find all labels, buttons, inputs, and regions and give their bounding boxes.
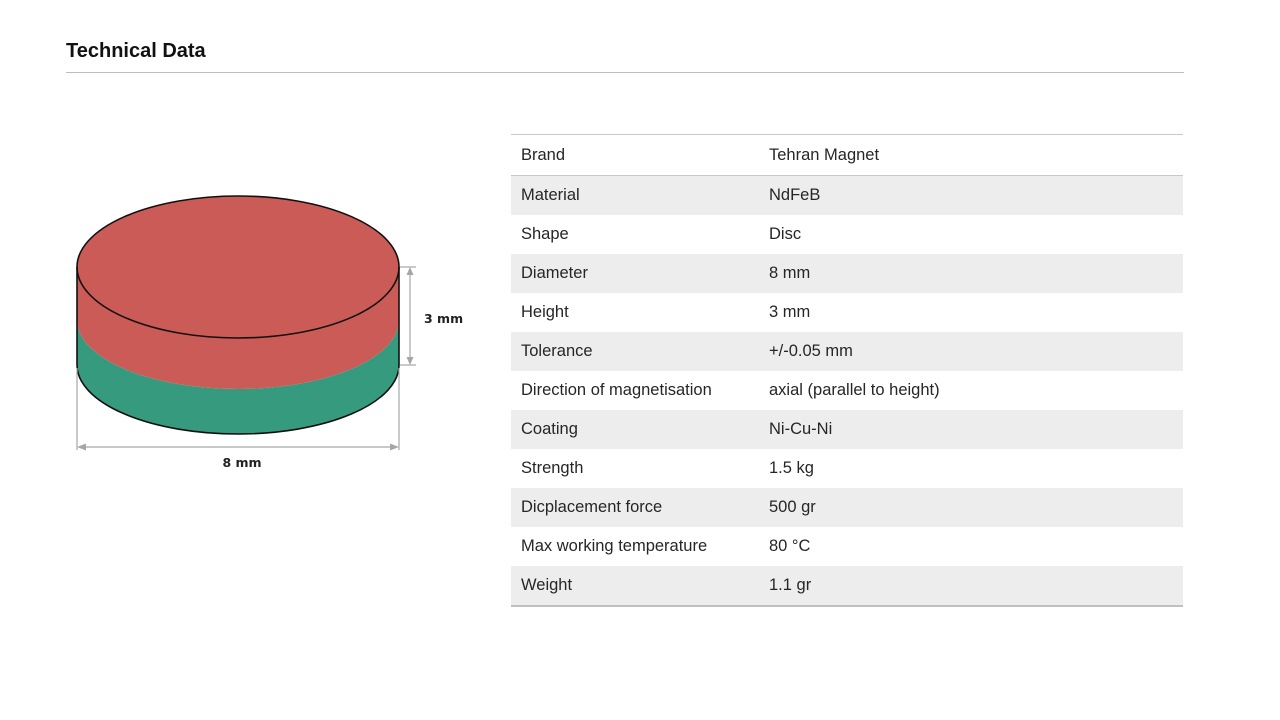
spec-key: Coating — [511, 410, 759, 449]
spec-value: Disc — [769, 225, 802, 243]
height-dimension — [400, 266, 416, 366]
spec-key: Weight — [511, 566, 759, 606]
spec-value: +/-0.05 mm — [759, 332, 1183, 371]
magnet-top-face — [76, 195, 400, 339]
spec-key: Shape — [521, 225, 569, 243]
table-row: Shape Disc — [511, 215, 1183, 254]
spec-key: Dicplacement force — [511, 488, 759, 527]
spec-value: 80 °C — [769, 537, 811, 555]
table-row: Direction of magnetisation axial (parall… — [511, 371, 1183, 410]
spec-value: 8 mm — [759, 254, 1183, 293]
magnet-north-side — [77, 267, 399, 389]
table-row: Weight 1.1 gr — [511, 566, 1183, 606]
technical-data-table: Brand Tehran Magnet Material NdFeB Shape… — [511, 134, 1183, 607]
magnet-outline — [76, 267, 400, 435]
spec-value: NdFeB — [759, 175, 1183, 215]
table-row: Brand Tehran Magnet — [511, 134, 1183, 176]
spec-value: 1.1 gr — [759, 566, 1183, 606]
diameter-label: 8 mm — [222, 455, 261, 470]
spec-value: 3 mm — [769, 303, 811, 321]
magnet-disc-illustration: 3 mm 8 mm — [60, 180, 480, 480]
table-row: Dicplacement force 500 gr — [511, 488, 1183, 527]
height-label: 3 mm — [424, 311, 463, 326]
spec-key: Height — [521, 303, 569, 321]
table-row: Tolerance +/-0.05 mm — [511, 332, 1183, 371]
spec-key: Strength — [521, 459, 584, 477]
title-divider — [66, 72, 1184, 73]
spec-value: 500 gr — [759, 488, 1183, 527]
diameter-dimension — [76, 368, 400, 451]
spec-value: Ni-Cu-Ni — [759, 410, 1183, 449]
spec-key: Max working temperature — [521, 537, 708, 555]
spec-value: 1.5 kg — [769, 459, 814, 477]
spec-key: Tolerance — [511, 332, 759, 371]
table-row: Strength 1.5 kg — [511, 449, 1183, 488]
table-row: Material NdFeB — [511, 175, 1183, 215]
page-title: Technical Data — [66, 40, 206, 62]
spec-key: Diameter — [511, 254, 759, 293]
spec-value: axial (parallel to height) — [769, 381, 940, 399]
magnet-south-half — [77, 320, 399, 434]
spec-key: Brand — [511, 134, 759, 176]
table-row: Diameter 8 mm — [511, 254, 1183, 293]
table-row: Height 3 mm — [511, 293, 1183, 332]
table-row: Max working temperature 80 °C — [511, 527, 1183, 566]
spec-key: Direction of magnetisation — [521, 381, 712, 399]
table-row: Coating Ni-Cu-Ni — [511, 410, 1183, 449]
spec-key: Material — [511, 175, 759, 215]
spec-value: Tehran Magnet — [759, 134, 1183, 176]
